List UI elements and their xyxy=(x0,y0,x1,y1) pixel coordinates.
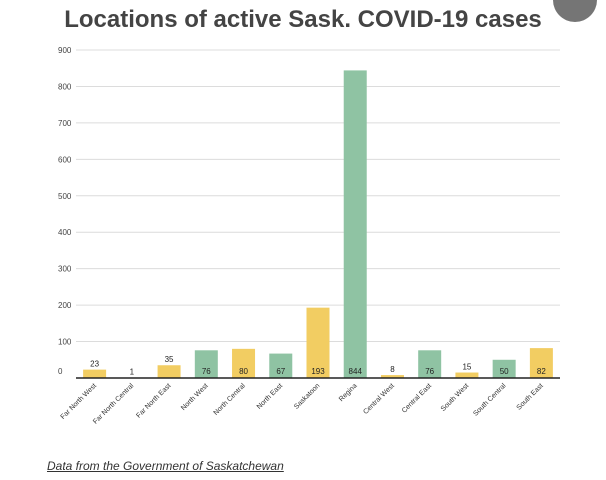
x-tick-label: Regina xyxy=(338,382,359,403)
corner-circle-button[interactable] xyxy=(553,0,597,22)
bar xyxy=(83,369,107,378)
bar-value-label: 82 xyxy=(537,367,546,376)
bar-value-label: 76 xyxy=(202,367,211,376)
x-tick-label: South Central xyxy=(472,382,508,418)
y-tick-label: 900 xyxy=(58,46,72,55)
y-tick-label: 0 xyxy=(58,367,63,376)
bar xyxy=(306,307,330,378)
y-tick-label: 100 xyxy=(58,338,72,347)
x-tick-label: Far North West xyxy=(60,382,98,420)
y-tick-label: 500 xyxy=(58,192,72,201)
bar-value-label: 67 xyxy=(276,367,285,376)
chart-title: Locations of active Sask. COVID-19 cases xyxy=(64,6,542,33)
x-tick-label: Central West xyxy=(362,382,396,416)
x-tick-label: South West xyxy=(440,382,470,412)
y-tick-label: 800 xyxy=(58,82,72,91)
bar-value-label: 35 xyxy=(165,355,174,364)
bar xyxy=(269,353,293,378)
bar xyxy=(492,359,516,378)
bar xyxy=(157,365,181,378)
x-tick-label: North East xyxy=(256,382,284,410)
bar xyxy=(380,375,404,378)
x-tick-label: Far North Central xyxy=(92,382,135,425)
x-tick-label: North Central xyxy=(213,382,248,417)
x-tick-label: Far North East xyxy=(135,382,172,419)
bar-value-label: 8 xyxy=(390,365,395,374)
y-tick-label: 200 xyxy=(58,301,72,310)
x-tick-label: North West xyxy=(180,382,210,412)
bar xyxy=(529,348,553,378)
bar xyxy=(343,70,367,379)
y-tick-label: 600 xyxy=(58,155,72,164)
bar-value-label: 76 xyxy=(425,367,434,376)
bar-value-label: 1 xyxy=(130,368,135,377)
bar xyxy=(455,372,479,378)
bar-value-label: 50 xyxy=(500,367,509,376)
x-tick-label: Saskatoon xyxy=(293,382,321,410)
y-tick-label: 400 xyxy=(58,228,72,237)
y-tick-label: 700 xyxy=(58,119,72,128)
source-link[interactable]: Data from the Government of Saskatchewan xyxy=(47,459,284,473)
bar xyxy=(232,348,256,378)
bar-value-label: 15 xyxy=(462,363,471,372)
bar-value-label: 23 xyxy=(90,360,99,369)
bar-value-label: 193 xyxy=(311,367,325,376)
x-tick-label: Central East xyxy=(401,382,433,414)
bar xyxy=(194,350,218,378)
bar-value-label: 844 xyxy=(349,367,363,376)
y-tick-label: 300 xyxy=(58,265,72,274)
x-tick-label: South East xyxy=(516,382,545,411)
bar-value-label: 80 xyxy=(239,367,248,376)
bar xyxy=(418,350,442,378)
